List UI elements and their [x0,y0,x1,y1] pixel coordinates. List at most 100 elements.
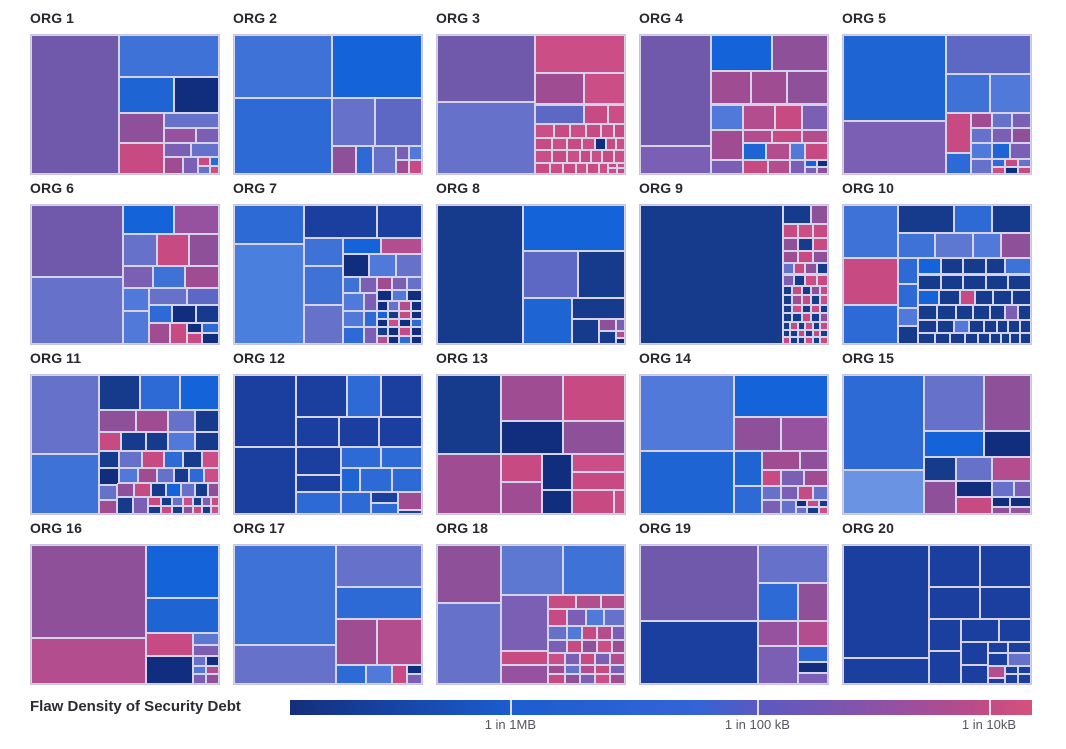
treemap-cell[interactable] [123,266,154,289]
treemap-cell[interactable] [187,323,203,333]
treemap-cell[interactable] [792,313,802,322]
treemap-cell[interactable] [173,76,219,113]
treemap-cell[interactable] [151,483,167,498]
treemap-cell[interactable] [371,491,398,503]
treemap-cell[interactable] [782,250,798,264]
treemap-cell[interactable] [790,143,806,161]
treemap-cell[interactable] [119,468,139,484]
treemap-cell[interactable] [192,497,203,506]
treemap-cell[interactable] [615,338,625,344]
treemap-cell[interactable] [406,674,422,684]
treemap-cell[interactable] [119,143,165,174]
treemap-cell[interactable] [343,327,364,344]
treemap-cell[interactable] [410,300,422,311]
treemap-cell[interactable] [594,137,607,151]
treemap-cell[interactable] [303,305,344,344]
treemap-cell[interactable] [897,325,919,344]
treemap-cell[interactable] [968,320,984,333]
treemap-cell[interactable] [598,331,616,344]
treemap-cell[interactable] [173,205,219,235]
treemap-cell[interactable] [566,608,586,626]
treemap-cell[interactable] [797,486,813,501]
treemap-cell[interactable] [953,205,992,233]
treemap-cell[interactable] [797,672,828,684]
treemap-cell[interactable] [946,35,1031,74]
treemap-cell[interactable] [596,639,612,654]
treemap-cell[interactable] [1010,497,1031,508]
treemap-cell[interactable] [1010,507,1031,514]
treemap-cell[interactable] [961,642,988,665]
treemap-cell[interactable] [399,335,411,344]
treemap-cell[interactable] [1000,332,1011,344]
treemap-cell[interactable] [918,274,941,290]
treemap-cell[interactable] [376,327,389,336]
treemap-cell[interactable] [303,205,377,239]
treemap-cell[interactable] [843,305,898,344]
treemap-cell[interactable] [609,653,625,665]
treemap-cell[interactable] [399,327,411,336]
treemap-cell[interactable] [959,289,975,306]
treemap-cell[interactable] [1012,112,1031,129]
treemap-cell[interactable] [743,160,768,174]
treemap-cell[interactable] [534,162,550,174]
treemap-cell[interactable] [989,332,1001,344]
treemap-cell[interactable] [376,618,422,665]
treemap-cell[interactable] [168,409,195,432]
treemap-cell[interactable] [31,277,124,344]
treemap-cell[interactable] [134,483,152,498]
treemap-cell[interactable] [564,653,580,665]
treemap-cell[interactable] [391,289,407,301]
treemap-cell[interactable] [194,409,219,432]
treemap-cell[interactable] [376,289,392,301]
treemap-cell[interactable] [972,305,990,321]
treemap-cell[interactable] [147,505,161,514]
treemap-cell[interactable] [117,483,135,498]
treemap-cell[interactable] [711,35,772,72]
treemap-cell[interactable] [790,321,798,331]
treemap-cell[interactable] [820,295,828,306]
treemap-cell[interactable] [965,332,979,344]
treemap-cell[interactable] [843,657,930,684]
treemap-cell[interactable] [591,150,603,163]
treemap-cell[interactable] [923,430,984,457]
treemap-cell[interactable] [119,35,219,77]
treemap-cell[interactable] [437,375,501,455]
treemap-cell[interactable] [611,639,625,654]
treemap-cell[interactable] [1017,674,1031,684]
treemap-cell[interactable] [166,483,182,498]
treemap-cell[interactable] [391,468,422,492]
treemap-cell[interactable] [794,263,806,275]
treemap-cell[interactable] [391,664,407,684]
treemap-cell[interactable] [743,129,772,144]
treemap-cell[interactable] [388,300,400,311]
treemap-cell[interactable] [341,447,381,469]
treemap-cell[interactable] [234,545,336,646]
treemap-cell[interactable] [1010,332,1020,344]
treemap-cell[interactable] [991,507,1011,514]
treemap-cell[interactable] [365,664,392,684]
treemap-cell[interactable] [119,112,165,144]
treemap-cell[interactable] [820,330,828,338]
treemap-cell[interactable] [572,298,625,319]
treemap-cell[interactable] [376,310,389,319]
treemap-cell[interactable] [296,447,342,476]
treemap-cell[interactable] [796,500,808,508]
treemap-cell[interactable] [820,313,828,322]
treemap-cell[interactable] [1004,167,1018,174]
treemap-cell[interactable] [406,664,422,675]
treemap-cell[interactable] [359,277,377,293]
treemap-cell[interactable] [183,451,203,469]
treemap-cell[interactable] [346,375,381,417]
treemap-cell[interactable] [579,150,592,163]
treemap-cell[interactable] [585,123,601,138]
treemap-cell[interactable] [843,205,898,258]
treemap-cell[interactable] [843,121,947,174]
treemap-cell[interactable] [234,35,332,98]
treemap-cell[interactable] [576,162,588,174]
treemap-cell[interactable] [758,621,798,647]
treemap-cell[interactable] [437,205,524,344]
treemap-cell[interactable] [194,483,208,498]
treemap-cell[interactable] [183,157,199,174]
treemap-cell[interactable] [640,545,759,622]
treemap-cell[interactable] [953,320,969,333]
